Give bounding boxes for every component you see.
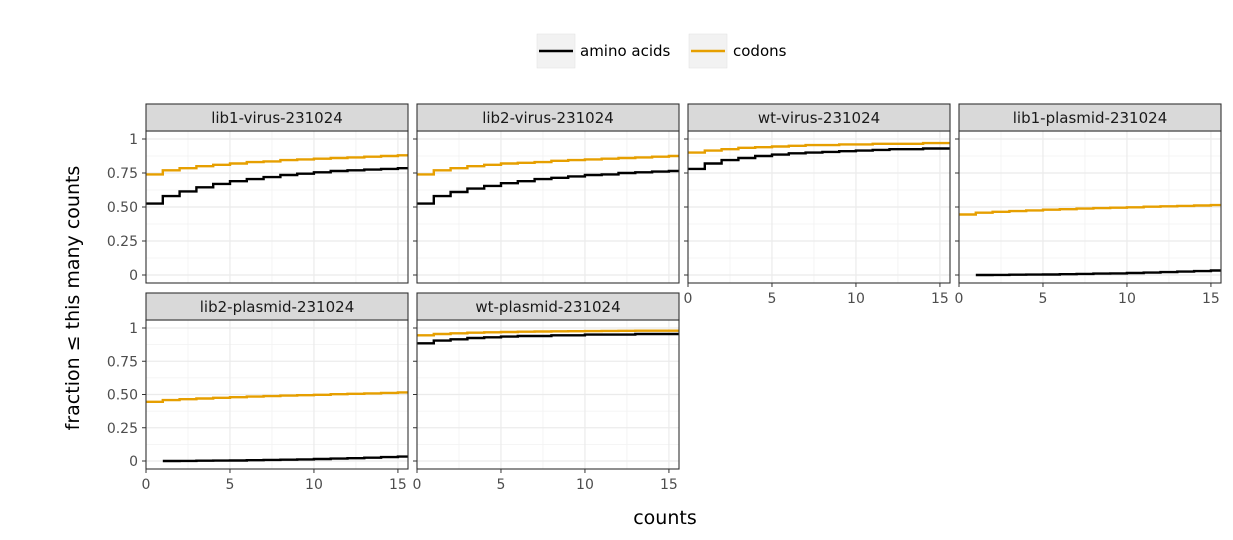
x-tick-label: 5 <box>226 477 235 493</box>
strip-background <box>958 103 1222 132</box>
x-tick-label: 10 <box>305 477 323 493</box>
x-tick-label: 0 <box>684 291 693 307</box>
y-tick-label: 0 <box>129 268 138 284</box>
x-tick-label: 0 <box>413 477 422 493</box>
x-tick-label: 0 <box>142 477 151 493</box>
series-line-codons <box>959 203 1221 216</box>
x-tick-label: 15 <box>1202 291 1220 307</box>
strip-background <box>687 103 951 132</box>
series-line-amino-acids <box>975 268 1221 277</box>
x-tick-label: 0 <box>955 291 964 307</box>
x-tick-label: 15 <box>931 291 949 307</box>
y-tick-label: 1 <box>129 321 138 337</box>
legend-item-amino-acids: amino acids <box>536 33 671 69</box>
legend-label: codons <box>733 42 787 60</box>
y-tick-label: 0.75 <box>107 354 138 370</box>
facet-lib2-virus-231024: lib2-virus-231024 <box>413 103 680 284</box>
y-tick-label: 0.75 <box>107 166 138 182</box>
facet-wt-plasmid-231024: wt-plasmid-231024 0 5 10 15 <box>413 292 680 493</box>
strip-background <box>145 292 409 321</box>
x-tick-label: 10 <box>576 477 594 493</box>
series-line-amino-acids <box>146 166 408 205</box>
y-tick-label: 0.50 <box>107 388 138 404</box>
legend-item-codons: codons <box>688 33 787 69</box>
legend: amino acids codons <box>536 33 787 69</box>
series-line-amino-acids <box>417 332 679 345</box>
x-tick-label: 5 <box>768 291 777 307</box>
series-line-amino-acids <box>162 454 408 463</box>
series-line-codons <box>417 329 679 337</box>
strip-background <box>416 292 680 321</box>
strip-label: lib1-plasmid-231024 <box>1013 109 1167 127</box>
y-tick-label: 0.50 <box>107 200 138 216</box>
y-axis-title: fraction ≤ this many counts <box>62 166 84 431</box>
x-tick-label: 15 <box>389 477 407 493</box>
strip-label: lib2-plasmid-231024 <box>200 298 354 316</box>
facet-wt-virus-231024: wt-virus-231024 0 5 10 15 <box>684 103 951 307</box>
strip-background <box>416 103 680 132</box>
strip-label: lib2-virus-231024 <box>482 109 614 127</box>
facet-lib1-plasmid-231024: lib1-plasmid-231024 0 5 10 15 <box>955 103 1222 307</box>
y-tick-label: 0.25 <box>107 421 138 437</box>
series-line-codons <box>417 154 679 176</box>
strip-label: wt-virus-231024 <box>758 109 880 127</box>
legend-label: amino acids <box>580 42 671 60</box>
x-tick-label: 15 <box>660 477 678 493</box>
strip-label: lib1-virus-231024 <box>211 109 343 127</box>
strip-background <box>145 103 409 132</box>
facet-lib1-virus-231024: lib1-virus-231024 0 0.25 0.50 0.75 1 <box>107 103 409 284</box>
x-tick-label: 10 <box>1118 291 1136 307</box>
strip-label: wt-plasmid-231024 <box>475 298 620 316</box>
x-tick-label: 5 <box>1039 291 1048 307</box>
y-tick-label: 1 <box>129 132 138 148</box>
y-tick-label: 0 <box>129 454 138 470</box>
series-line-amino-acids <box>688 146 950 171</box>
series-line-codons <box>146 153 408 176</box>
x-tick-label: 10 <box>847 291 865 307</box>
y-tick-label: 0.25 <box>107 234 138 250</box>
x-axis-title: counts <box>633 507 697 529</box>
x-tick-label: 5 <box>497 477 506 493</box>
facet-panels: lib1-virus-231024 0 0.25 0.50 0.75 1 lib2-viru… <box>107 103 1222 493</box>
series-line-amino-acids <box>417 169 679 205</box>
series-line-codons <box>688 141 950 154</box>
series-line-codons <box>146 390 408 403</box>
